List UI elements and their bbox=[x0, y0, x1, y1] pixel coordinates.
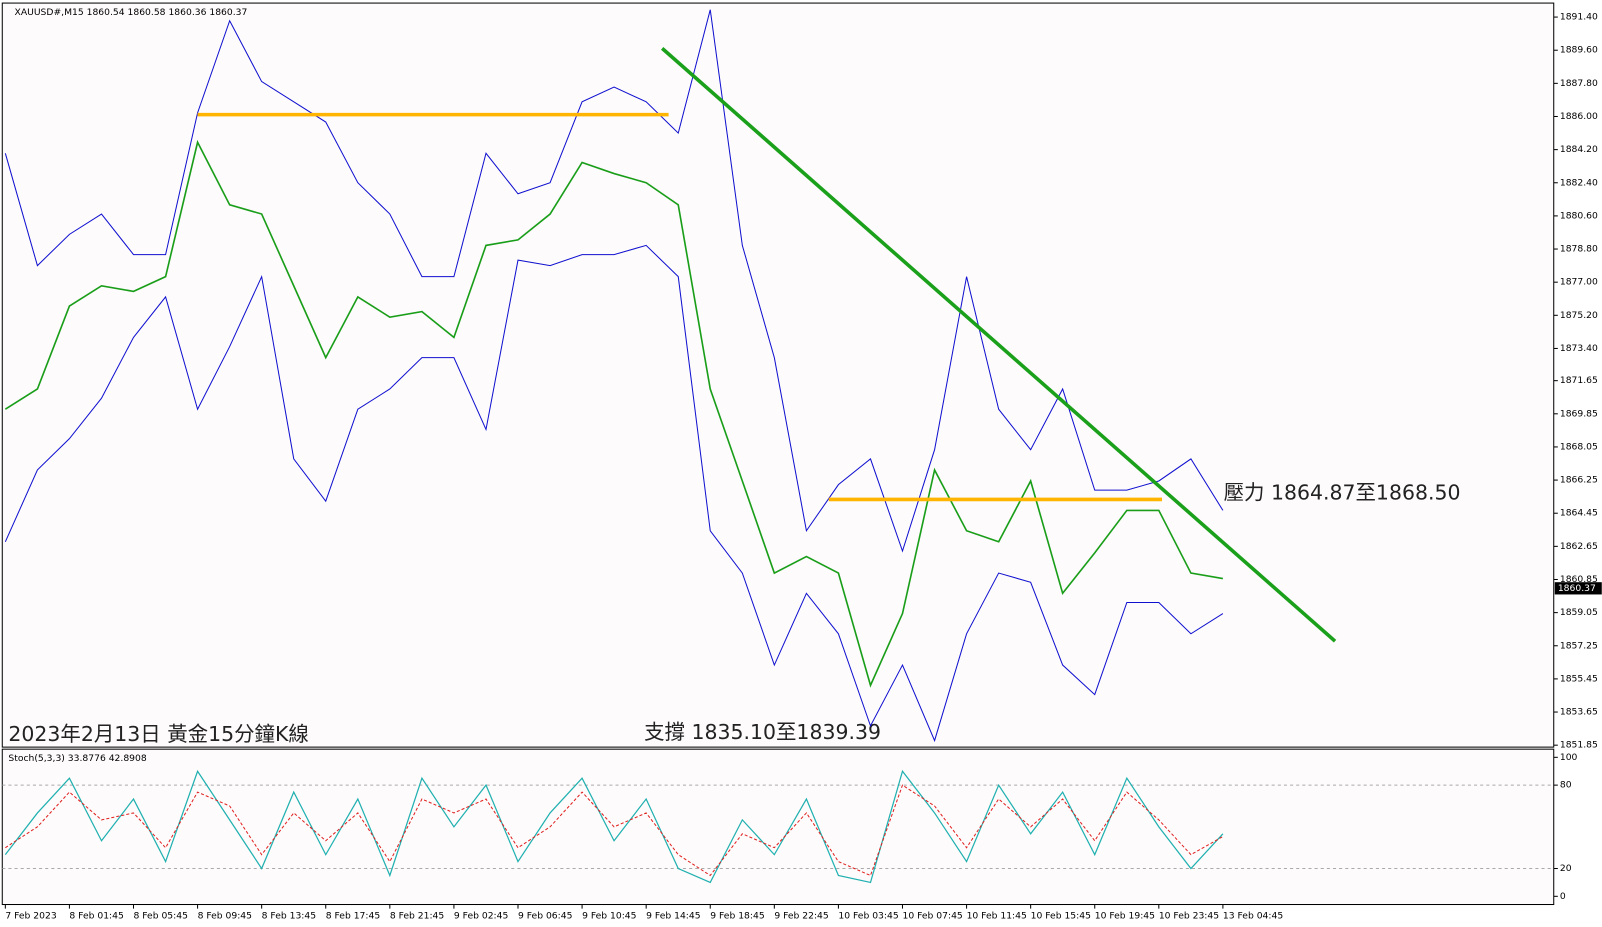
y-tick-label: 1857.25 bbox=[1560, 640, 1598, 651]
x-tick-label: 8 Feb 01:45 bbox=[69, 910, 124, 921]
y-tick-label: 1853.65 bbox=[1560, 707, 1598, 718]
y-tick-label: 1878.80 bbox=[1560, 244, 1598, 255]
y-tick-label: 1877.00 bbox=[1560, 277, 1598, 288]
drawn-line bbox=[660, 47, 1337, 643]
x-tick-label: 10 Feb 19:45 bbox=[1095, 910, 1155, 921]
x-tick-label: 10 Feb 15:45 bbox=[1031, 910, 1091, 921]
header: XAUUSD#,M15 1860.54 1860.58 1860.36 1860… bbox=[15, 7, 248, 18]
y-tick-label: 1891.40 bbox=[1560, 12, 1598, 23]
y-tick-label: 1855.45 bbox=[1560, 673, 1598, 684]
y-tick-label: 1868.05 bbox=[1560, 441, 1598, 452]
series-line bbox=[4, 9, 1224, 553]
x-tick-label: 9 Feb 10:45 bbox=[582, 910, 637, 921]
y-tick-label: 1864.45 bbox=[1560, 508, 1598, 519]
x-tick-label: 8 Feb 13:45 bbox=[262, 910, 317, 921]
x-tick-label: 9 Feb 02:45 bbox=[454, 910, 509, 921]
y-tick-label: 1887.80 bbox=[1560, 78, 1598, 89]
y-tick-label: 1884.20 bbox=[1560, 144, 1598, 155]
y-tick-label: 0 bbox=[1560, 891, 1566, 902]
y-tick-label: 1871.65 bbox=[1560, 375, 1598, 386]
y-tick-label: 1882.40 bbox=[1560, 177, 1598, 188]
annotation: 支撐 1835.10至1839.39 bbox=[644, 720, 881, 744]
x-tick-label: 7 Feb 2023 bbox=[5, 910, 56, 921]
y-tick-label: 1875.20 bbox=[1560, 310, 1598, 321]
last-price-box bbox=[1554, 582, 1602, 595]
stoch-panel bbox=[1, 748, 1555, 906]
y-tick-label: 20 bbox=[1560, 863, 1572, 874]
x-tick-label: 10 Feb 07:45 bbox=[902, 910, 962, 921]
annotation: 壓力 1864.87至1868.50 bbox=[1224, 481, 1461, 505]
annotation: 2023年2月13日 黃金15分鐘K線 bbox=[8, 722, 308, 746]
x-tick-label: 10 Feb 03:45 bbox=[838, 910, 898, 921]
x-tick-label: 8 Feb 17:45 bbox=[326, 910, 381, 921]
x-tick-label: 10 Feb 23:45 bbox=[1159, 910, 1219, 921]
x-tick-label: 9 Feb 14:45 bbox=[646, 910, 701, 921]
y-tick-label: 1869.85 bbox=[1560, 408, 1598, 419]
y-tick-label: 1859.05 bbox=[1560, 607, 1598, 618]
y-tick-label: 1880.60 bbox=[1560, 210, 1598, 221]
x-tick-label: 9 Feb 18:45 bbox=[710, 910, 765, 921]
x-tick-label: 9 Feb 22:45 bbox=[774, 910, 829, 921]
series-line bbox=[4, 139, 1224, 688]
x-tick-label: 13 Feb 04:45 bbox=[1223, 910, 1283, 921]
y-tick-label: 1851.85 bbox=[1560, 740, 1598, 751]
x-tick-label: 10 Feb 11:45 bbox=[967, 910, 1027, 921]
last-price-label: 1860.37 bbox=[1558, 583, 1596, 594]
y-tick-label: 100 bbox=[1560, 752, 1578, 763]
x-tick-label: 8 Feb 09:45 bbox=[198, 910, 253, 921]
y-tick-label: 1866.25 bbox=[1560, 475, 1598, 486]
stoch-title: Stoch(5,3,3) 33.8776 42.8908 bbox=[8, 753, 146, 764]
series-line bbox=[4, 244, 1224, 743]
series-line bbox=[5, 784, 1224, 877]
y-tick-label: 1873.40 bbox=[1560, 343, 1598, 354]
x-tick-label: 9 Feb 06:45 bbox=[518, 910, 573, 921]
x-tick-label: 8 Feb 21:45 bbox=[390, 910, 445, 921]
y-tick-label: 1886.00 bbox=[1560, 111, 1598, 122]
x-tick-label: 8 Feb 05:45 bbox=[133, 910, 188, 921]
y-tick-label: 1862.65 bbox=[1560, 541, 1598, 552]
y-tick-label: 80 bbox=[1560, 780, 1572, 791]
y-tick-label: 1889.60 bbox=[1560, 45, 1598, 56]
y-tick-label: 1860.85 bbox=[1560, 574, 1598, 585]
